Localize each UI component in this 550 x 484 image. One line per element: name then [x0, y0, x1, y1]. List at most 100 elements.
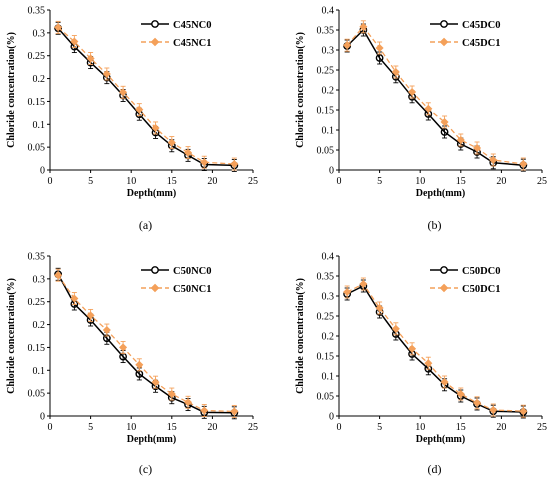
- data-point: [519, 407, 528, 416]
- legend-label: C45NC0: [173, 20, 212, 31]
- data-point: [343, 41, 352, 50]
- chart-panel-0: 0 0.05 0.1 0.15 0.2 0.25 0.3 0.35 0 5 10 15 20 25 Dept…: [6, 6, 258, 200]
- data-point: [86, 311, 95, 320]
- y-tick-label: 0: [329, 166, 334, 177]
- series-line: [346, 285, 524, 413]
- y-tick-label: 0.25: [28, 51, 46, 62]
- series-0: [343, 279, 528, 419]
- x-axis-title: Depth(mm): [127, 434, 176, 445]
- legend-marker: [439, 283, 449, 293]
- x-tick-label: 20: [207, 176, 217, 187]
- y-tick-label: 0.15: [28, 343, 46, 354]
- data-point: [375, 303, 384, 313]
- y-tick-label: 0.05: [317, 146, 335, 157]
- data-point: [119, 343, 128, 352]
- y-tick-label: 0.1: [322, 372, 335, 383]
- panel-label: (b): [428, 218, 442, 232]
- y-tick-label: 0: [40, 166, 45, 177]
- x-tick-label: 10: [126, 422, 136, 433]
- legend-entry-0: C50NC0: [141, 266, 212, 277]
- legend-marker: [150, 283, 160, 293]
- x-tick-label: 5: [88, 422, 93, 433]
- x-tick-label: 25: [248, 176, 258, 187]
- data-point: [343, 287, 352, 297]
- y-tick-label: 0.15: [317, 106, 335, 117]
- legend-label: C45DC1: [462, 38, 501, 49]
- legend-entry-1: C50DC1: [430, 283, 501, 295]
- data-point: [359, 279, 368, 289]
- data-point: [167, 390, 176, 399]
- x-tick-label: 25: [248, 422, 258, 433]
- x-tick-label: 20: [496, 422, 506, 433]
- y-tick-label: 0.25: [317, 312, 335, 323]
- legend-entry-1: C45NC1: [141, 37, 212, 49]
- data-point: [184, 148, 193, 157]
- data-point: [151, 378, 160, 387]
- x-tick-label: 15: [167, 176, 177, 187]
- y-tick-label: 0.2: [322, 86, 335, 97]
- data-point: [456, 135, 465, 145]
- y-tick-label: 0: [40, 412, 45, 423]
- y-tick-label: 0.4: [322, 252, 335, 263]
- x-tick-label: 15: [167, 422, 177, 433]
- data-point: [408, 344, 417, 353]
- legend-label: C50NC0: [173, 266, 212, 277]
- legend-label: C50DC0: [462, 266, 501, 277]
- series-line: [346, 28, 524, 166]
- data-point: [151, 123, 160, 132]
- y-tick-label: 0.15: [317, 352, 335, 363]
- x-tick-label: 10: [415, 176, 425, 187]
- y-tick-label: 0.3: [33, 28, 46, 39]
- x-tick-label: 5: [377, 422, 382, 433]
- legend-entry-1: C45DC1: [430, 37, 501, 49]
- x-tick-label: 5: [88, 176, 93, 187]
- data-point: [102, 326, 111, 335]
- x-tick-label: 20: [207, 422, 217, 433]
- x-tick-label: 15: [456, 176, 466, 187]
- x-tick-label: 25: [537, 176, 547, 187]
- y-tick-label: 0.25: [28, 297, 46, 308]
- x-axis-title: Depth(mm): [416, 434, 465, 445]
- data-point: [473, 143, 482, 153]
- data-point: [167, 138, 176, 147]
- data-point: [408, 87, 417, 97]
- y-tick-label: 0.05: [28, 143, 46, 154]
- series-line: [57, 274, 235, 413]
- y-tick-label: 0.05: [28, 389, 46, 400]
- chart-panel-3: 0 0.05 0.1 0.15 0.2 0.25 0.3 0.35 0.4 0 5 10 15 20 25 D…: [295, 252, 547, 446]
- y-tick-label: 0.2: [33, 320, 46, 331]
- data-point: [70, 37, 79, 46]
- x-tick-label: 20: [496, 176, 506, 187]
- panel-label: (c): [139, 462, 152, 476]
- x-tick-label: 0: [337, 422, 342, 433]
- data-point: [184, 398, 193, 407]
- legend-label: C50NC1: [173, 284, 212, 295]
- y-tick-label: 0: [329, 412, 334, 423]
- y-tick-label: 0.1: [33, 120, 46, 131]
- panel-label: (a): [139, 218, 152, 232]
- data-point: [375, 43, 384, 53]
- data-point: [456, 389, 465, 399]
- x-tick-label: 15: [456, 422, 466, 433]
- legend-entry-0: C45NC0: [141, 20, 212, 31]
- chart-panel-2: 0 0.05 0.1 0.15 0.2 0.25 0.3 0.35 0 5 10 15 20 25 Dept…: [6, 252, 258, 446]
- data-point: [440, 117, 449, 127]
- series-1: [54, 268, 239, 418]
- y-tick-label: 0.35: [317, 272, 335, 283]
- data-point: [391, 324, 400, 333]
- y-tick-label: 0.1: [322, 126, 335, 137]
- data-point: [86, 54, 95, 63]
- y-tick-label: 0.2: [33, 74, 46, 85]
- legend-marker: [440, 266, 448, 274]
- data-point: [54, 23, 63, 32]
- data-point: [489, 405, 498, 415]
- x-tick-label: 25: [537, 422, 547, 433]
- y-tick-label: 0.3: [33, 274, 46, 285]
- x-tick-label: 5: [377, 176, 382, 187]
- y-tick-label: 0.3: [322, 292, 335, 303]
- y-axis-title: Chloride concentration(%): [295, 278, 306, 394]
- y-tick-label: 0.25: [317, 66, 335, 77]
- legend-entry-0: C45DC0: [430, 20, 501, 31]
- legend-entry-0: C50DC0: [430, 266, 501, 277]
